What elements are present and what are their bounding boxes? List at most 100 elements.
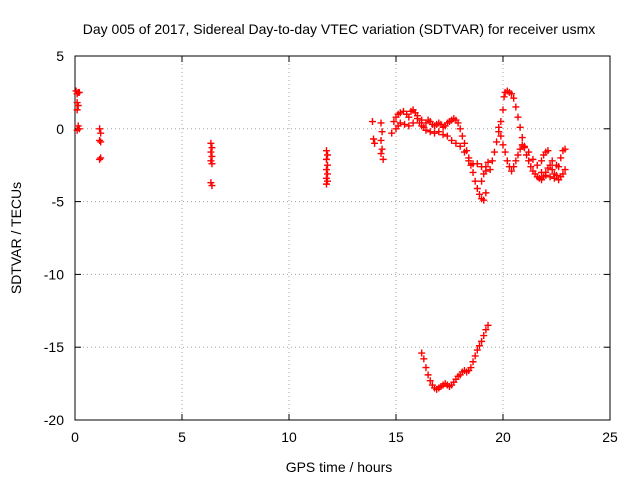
- data-point: [413, 112, 421, 120]
- data-point: [510, 163, 518, 171]
- data-point: [420, 355, 428, 363]
- data-point: [368, 118, 376, 126]
- data-point: [533, 161, 541, 169]
- data-point: [516, 145, 524, 153]
- data-point: [452, 139, 460, 147]
- plot-border: [74, 55, 611, 421]
- data-point: [538, 168, 546, 176]
- data-point: [378, 145, 386, 153]
- data-point: [458, 132, 466, 140]
- data-point: [493, 138, 501, 146]
- data-point: [424, 371, 432, 379]
- data-point: [471, 352, 479, 360]
- data-point: [401, 120, 409, 128]
- data-point: [426, 377, 434, 385]
- data-point: [396, 119, 404, 127]
- data-point: [546, 173, 554, 181]
- data-point: [520, 144, 528, 152]
- y-tick-label: -20: [44, 412, 64, 428]
- data-point: [550, 174, 558, 182]
- data-point: [516, 123, 524, 131]
- data-point: [525, 148, 533, 156]
- data-point: [460, 148, 468, 156]
- data-point: [396, 109, 404, 117]
- data-point: [508, 90, 516, 98]
- x-tick-label: 5: [178, 429, 186, 445]
- data-point: [97, 154, 105, 162]
- y-tick-label: -15: [44, 339, 64, 355]
- data-point: [208, 160, 216, 168]
- data-points: [72, 87, 569, 393]
- data-point: [499, 141, 507, 149]
- data-point: [448, 136, 456, 144]
- data-point: [405, 122, 413, 130]
- chart-title: Day 005 of 2017, Sidereal Day-to-day VTE…: [83, 21, 596, 37]
- data-point: [475, 342, 483, 350]
- data-point: [482, 189, 490, 197]
- data-point: [370, 135, 378, 143]
- data-point: [409, 119, 417, 127]
- data-point: [426, 128, 434, 136]
- data-point: [559, 170, 567, 178]
- data-point: [508, 167, 516, 175]
- y-tick-label: -10: [44, 266, 64, 282]
- data-point: [514, 151, 522, 159]
- data-point: [208, 152, 216, 160]
- data-point: [75, 125, 83, 133]
- data-point: [422, 126, 430, 134]
- y-tick-label: 0: [56, 121, 64, 137]
- data-point: [538, 157, 546, 165]
- data-point: [482, 326, 490, 334]
- data-point: [73, 106, 81, 114]
- data-point: [435, 128, 443, 136]
- data-point: [322, 166, 330, 174]
- data-point: [371, 139, 379, 147]
- x-tick-label: 0: [71, 429, 79, 445]
- data-point: [469, 168, 477, 176]
- data-point: [324, 161, 332, 169]
- data-point: [456, 125, 464, 133]
- data-point: [456, 142, 464, 150]
- data-point: [529, 155, 537, 163]
- data-point: [377, 119, 385, 127]
- data-point: [542, 171, 550, 179]
- data-point: [518, 134, 526, 142]
- data-point: [467, 364, 475, 372]
- y-tick-label: -5: [52, 194, 65, 210]
- data-point: [480, 196, 488, 204]
- x-tick-label: 15: [388, 429, 404, 445]
- data-point: [503, 157, 511, 165]
- data-point: [469, 358, 477, 366]
- data-point: [208, 144, 216, 152]
- data-point: [443, 132, 451, 140]
- data-point: [482, 167, 490, 175]
- data-point: [418, 349, 426, 357]
- data-point: [486, 166, 494, 174]
- axis-ticks: 0 5 10 15 20 25 -20 -15 -10 -5 0 5: [44, 48, 618, 445]
- data-point: [512, 157, 520, 165]
- x-tick-label: 25: [602, 429, 618, 445]
- data-point: [497, 118, 505, 126]
- data-point: [97, 129, 105, 137]
- x-tick-label: 10: [281, 429, 297, 445]
- data-point: [514, 113, 522, 121]
- y-axis-label: SDTVAR / TECUs: [8, 182, 24, 294]
- data-point: [478, 337, 486, 345]
- data-point: [527, 163, 535, 171]
- data-point: [512, 103, 520, 111]
- data-point: [322, 147, 330, 155]
- data-point: [488, 157, 496, 165]
- data-point: [501, 148, 509, 156]
- data-point: [471, 177, 479, 185]
- data-point: [207, 148, 215, 156]
- data-point: [439, 131, 447, 139]
- data-point: [378, 128, 386, 136]
- data-point: [473, 160, 481, 168]
- data-point: [544, 147, 552, 155]
- data-point: [322, 180, 330, 188]
- data-point: [473, 184, 481, 192]
- data-point: [405, 113, 413, 121]
- data-point: [473, 346, 481, 354]
- data-point: [525, 157, 533, 165]
